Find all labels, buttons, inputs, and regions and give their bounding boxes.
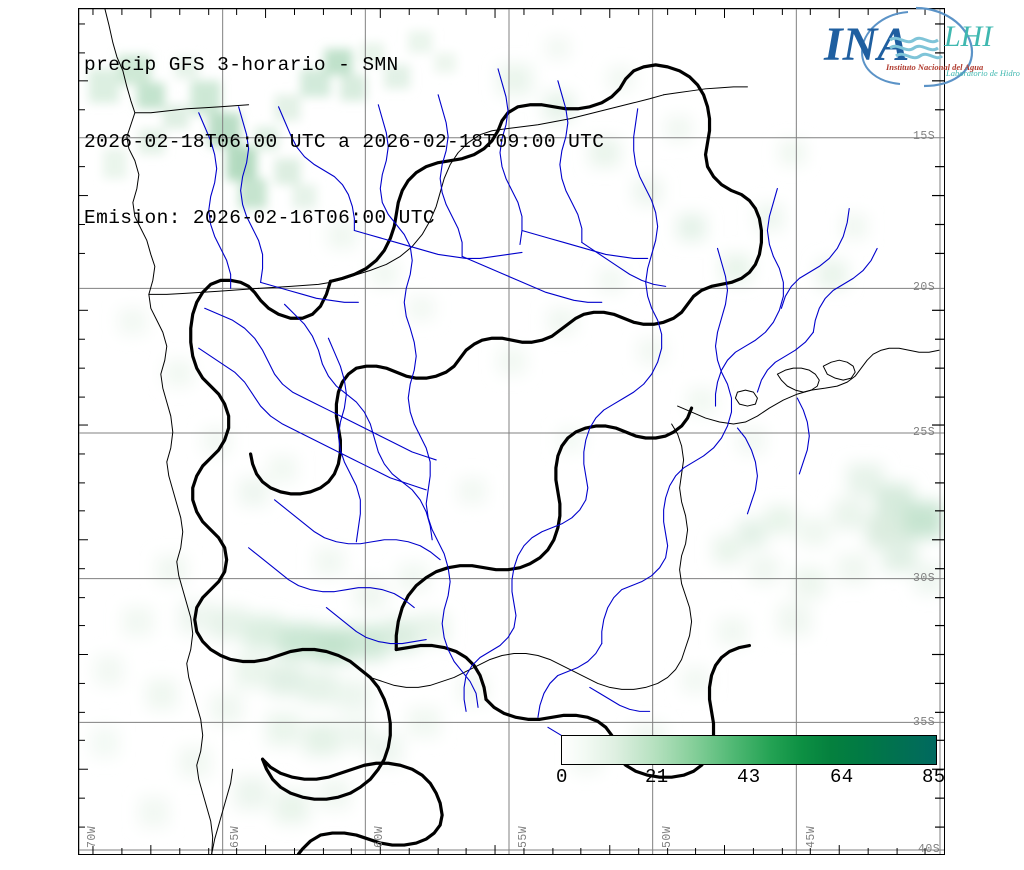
la-plata-basin-boundary bbox=[189, 63, 764, 854]
logo-secondary-acronym: LHI bbox=[943, 20, 994, 53]
map-plot-area bbox=[78, 8, 945, 855]
graticule-layer bbox=[79, 9, 944, 854]
lat-label-40s: 40S bbox=[918, 843, 941, 856]
lat-label-20s: 20S bbox=[913, 281, 936, 294]
lat-label-30s: 30S bbox=[913, 572, 936, 585]
colorbar-tick-21: 21 bbox=[645, 766, 669, 788]
precipitation-colorbar bbox=[561, 735, 937, 765]
colorbar-tick-labels: 0 21 43 64 85 bbox=[556, 766, 945, 790]
colorbar-tick-43: 43 bbox=[737, 766, 761, 788]
axis-ticks-bottom bbox=[92, 845, 926, 854]
lon-label-60w: 60W bbox=[373, 825, 386, 848]
logo-arc-outer bbox=[915, 6, 974, 88]
logo-water-waves-icon bbox=[889, 36, 944, 60]
lon-label-55w: 55W bbox=[517, 825, 530, 848]
river-network bbox=[198, 68, 878, 746]
axis-ticks-left bbox=[79, 23, 88, 828]
lon-label-50w: 50W bbox=[661, 825, 674, 848]
lon-label-70w: 70W bbox=[86, 825, 99, 848]
title-line-issue-time: Emision: 2026-02-16T06:00 UTC bbox=[84, 207, 435, 229]
colorbar-gradient bbox=[562, 736, 936, 764]
colorbar-tick-0: 0 bbox=[556, 766, 568, 788]
precipitation-raster-layer bbox=[88, 30, 943, 828]
ina-lhi-logo: INA Instituto Nacional del Agua LHI Labo… bbox=[823, 6, 1020, 88]
axis-ticks-right bbox=[932, 23, 944, 828]
logo-secondary-subtitle: Laboratorio de Hidrologia bbox=[945, 68, 1020, 78]
colorbar-tick-64: 64 bbox=[830, 766, 854, 788]
title-line-valid-period: 2026-02-18T06:00 UTC a 2026-02-18T09:00 … bbox=[84, 130, 605, 153]
map-geometry-layer bbox=[104, 9, 940, 854]
axis-ticks-top bbox=[92, 9, 926, 18]
logo-arc-left bbox=[860, 11, 909, 85]
lat-label-15s: 15S bbox=[913, 130, 936, 143]
lon-label-45w: 45W bbox=[805, 825, 818, 848]
map-title-block: precip GFS 3-horario - SMN 2026-02-18T06… bbox=[84, 2, 604, 283]
lon-label-65w: 65W bbox=[229, 825, 242, 848]
title-line-variable: precip GFS 3-horario - SMN bbox=[84, 54, 399, 76]
precip-cells-central bbox=[328, 222, 766, 504]
lat-label-35s: 35S bbox=[913, 716, 936, 729]
logo-acronym-subtitle: Instituto Nacional del Agua bbox=[885, 62, 984, 72]
colorbar-tick-85: 85 bbox=[922, 766, 946, 788]
lat-label-25s: 25S bbox=[913, 426, 936, 439]
logo-acronym: INA bbox=[823, 18, 909, 71]
